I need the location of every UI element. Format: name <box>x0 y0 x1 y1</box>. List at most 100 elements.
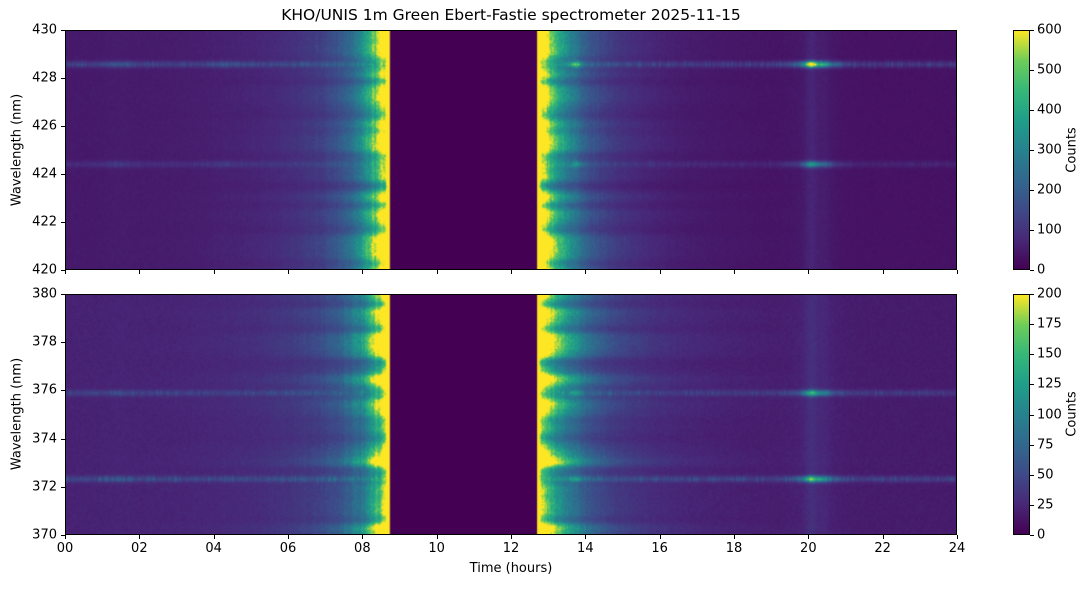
colorbar-tick-label: 150 <box>1037 346 1062 362</box>
y-tick-label: 426 <box>32 118 57 134</box>
y-tick <box>61 294 65 295</box>
x-tick <box>65 535 66 539</box>
x-tick <box>65 270 66 274</box>
x-tick-label: 22 <box>874 541 891 556</box>
colorbar-tick <box>1030 190 1034 191</box>
x-tick <box>362 535 363 539</box>
x-tick-label: 10 <box>428 541 445 556</box>
x-tick <box>808 270 809 274</box>
y-axis-label-top: Wavelength (nm) <box>9 93 25 207</box>
x-tick-label: 00 <box>56 541 74 556</box>
x-tick <box>139 270 140 274</box>
x-tick <box>808 535 809 539</box>
y-tick-label: 428 <box>32 70 57 86</box>
x-tick-label: 02 <box>131 541 148 556</box>
colorbar-tick <box>1030 70 1034 71</box>
x-tick <box>957 535 958 539</box>
colorbar-label-top: Counts <box>1064 127 1080 173</box>
x-tick-label: 08 <box>354 541 371 556</box>
y-tick <box>61 439 65 440</box>
x-tick <box>288 270 289 274</box>
y-tick <box>61 270 65 271</box>
heatmap-panel-top <box>65 30 957 270</box>
colorbar-tick <box>1030 505 1034 506</box>
colorbar-bottom <box>1013 294 1030 535</box>
x-tick <box>214 535 215 539</box>
colorbar-tick <box>1030 30 1034 31</box>
colorbar-tick-label: 100 <box>1037 407 1062 422</box>
x-tick-label: 04 <box>205 541 222 556</box>
y-tick <box>61 30 65 31</box>
x-tick-label: 06 <box>279 541 297 556</box>
colorbar-tick-label: 125 <box>1037 376 1062 392</box>
y-tick-label: 420 <box>32 262 57 278</box>
heatmap-panel-bottom <box>65 294 957 535</box>
x-tick-label: 20 <box>800 541 817 556</box>
y-tick-label: 376 <box>32 382 57 398</box>
x-tick <box>214 270 215 274</box>
colorbar-tick-label: 25 <box>1037 497 1054 513</box>
x-tick <box>288 535 289 539</box>
x-tick <box>511 535 512 539</box>
colorbar-tick <box>1030 475 1034 476</box>
y-tick-label: 378 <box>32 334 57 350</box>
colorbar-label-bottom: Counts <box>1064 391 1080 437</box>
x-tick <box>957 270 958 274</box>
colorbar-tick-label: 0 <box>1037 527 1046 543</box>
x-tick <box>585 270 586 274</box>
y-tick <box>61 78 65 79</box>
colorbar-tick <box>1030 230 1034 231</box>
colorbar-tick <box>1030 270 1034 271</box>
colorbar-tick-label: 500 <box>1037 62 1062 78</box>
colorbar-tick <box>1030 150 1034 151</box>
y-tick-label: 422 <box>32 214 57 230</box>
x-axis-label: Time (hours) <box>469 561 553 576</box>
colorbar-tick-label: 200 <box>1037 286 1062 302</box>
x-tick <box>883 535 884 539</box>
x-tick-label: 18 <box>725 541 743 556</box>
colorbar-tick <box>1030 415 1034 416</box>
y-tick <box>61 222 65 223</box>
colorbar-tick <box>1030 324 1034 325</box>
colorbar-tick-label: 200 <box>1037 182 1062 198</box>
colorbar-tick-label: 75 <box>1037 437 1054 453</box>
y-tick <box>61 174 65 175</box>
x-tick <box>362 270 363 274</box>
y-tick <box>61 535 65 536</box>
colorbar-tick-label: 100 <box>1037 222 1062 238</box>
heatmap-canvas-top <box>66 31 956 269</box>
y-tick <box>61 390 65 391</box>
y-tick-label: 372 <box>32 479 57 495</box>
colorbar-tick-label: 300 <box>1037 142 1062 158</box>
heatmap-canvas-bottom <box>66 295 956 534</box>
x-tick <box>660 535 661 539</box>
y-tick-label: 424 <box>32 166 57 182</box>
x-tick <box>511 270 512 274</box>
colorbar-tick <box>1030 294 1034 295</box>
colorbar-top <box>1013 30 1030 270</box>
x-tick <box>139 535 140 539</box>
chart-title: KHO/UNIS 1m Green Ebert-Fastie spectrome… <box>281 6 741 24</box>
colorbar-tick <box>1030 445 1034 446</box>
x-tick-label: 24 <box>948 541 966 556</box>
colorbar-tick <box>1030 110 1034 111</box>
colorbar-tick <box>1030 354 1034 355</box>
x-tick-label: 16 <box>651 541 668 556</box>
x-tick <box>660 270 661 274</box>
colorbar-tick <box>1030 384 1034 385</box>
y-tick <box>61 126 65 127</box>
x-tick-label: 14 <box>577 541 594 556</box>
colorbar-tick-label: 600 <box>1037 22 1062 38</box>
x-tick <box>437 270 438 274</box>
x-tick <box>734 270 735 274</box>
y-axis-label-bottom: Wavelength (nm) <box>9 357 25 471</box>
x-tick <box>883 270 884 274</box>
x-tick <box>437 535 438 539</box>
colorbar-tick-label: 0 <box>1037 262 1046 278</box>
colorbar-tick <box>1030 535 1034 536</box>
colorbar-tick-label: 175 <box>1037 316 1062 332</box>
colorbar-tick-label: 50 <box>1037 467 1054 483</box>
y-tick-label: 374 <box>32 431 57 447</box>
y-tick-label: 380 <box>32 286 57 302</box>
